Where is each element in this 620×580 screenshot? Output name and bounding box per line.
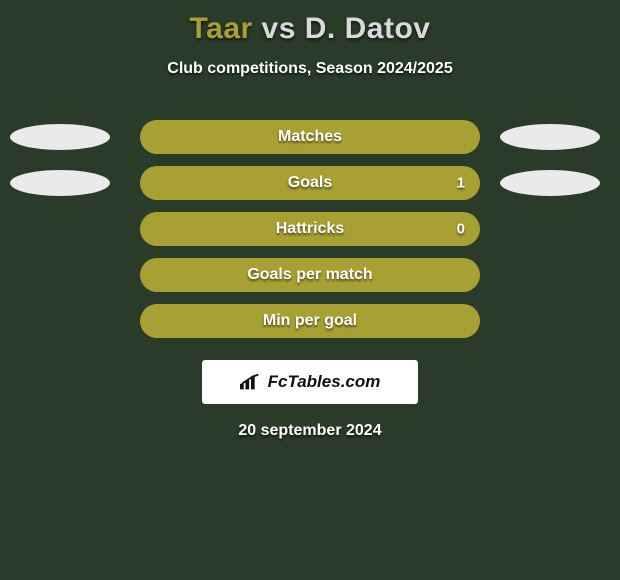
branding-text: FcTables.com xyxy=(268,372,381,392)
stat-row: Goals per match xyxy=(0,258,620,292)
stats-rows: Matches Goals 1 Hattricks 0 Goals per match Mi… xyxy=(0,120,620,338)
left-value-shape xyxy=(10,124,110,150)
stat-bar: Min per goal xyxy=(140,304,480,338)
stat-bar: Matches xyxy=(140,120,480,154)
stat-right-value: 0 xyxy=(457,221,465,238)
bars-icon xyxy=(240,374,262,390)
stat-label: Hattricks xyxy=(276,220,344,238)
vs-label: vs xyxy=(262,12,296,45)
comparison-title: Taar vs D. Datov xyxy=(0,0,620,46)
branding-badge[interactable]: FcTables.com xyxy=(202,360,418,404)
stat-bar: Goals per match xyxy=(140,258,480,292)
stat-row: Min per goal xyxy=(0,304,620,338)
stat-bar: Hattricks xyxy=(140,212,480,246)
stat-label: Goals per match xyxy=(247,266,372,284)
stat-bar: Goals xyxy=(140,166,480,200)
left-value-shape xyxy=(10,170,110,196)
player2-name: D. Datov xyxy=(305,12,431,45)
stat-row: Matches xyxy=(0,120,620,154)
stat-label: Goals xyxy=(288,174,332,192)
right-value-shape xyxy=(500,170,600,196)
stat-row: Hattricks 0 xyxy=(0,212,620,246)
right-value-shape xyxy=(500,124,600,150)
stat-right-value: 1 xyxy=(457,175,465,192)
date-label: 20 september 2024 xyxy=(0,422,620,440)
subtitle: Club competitions, Season 2024/2025 xyxy=(0,60,620,78)
stat-label: Matches xyxy=(278,128,342,146)
stat-label: Min per goal xyxy=(263,312,357,330)
player1-name: Taar xyxy=(190,12,253,45)
stat-row: Goals 1 xyxy=(0,166,620,200)
